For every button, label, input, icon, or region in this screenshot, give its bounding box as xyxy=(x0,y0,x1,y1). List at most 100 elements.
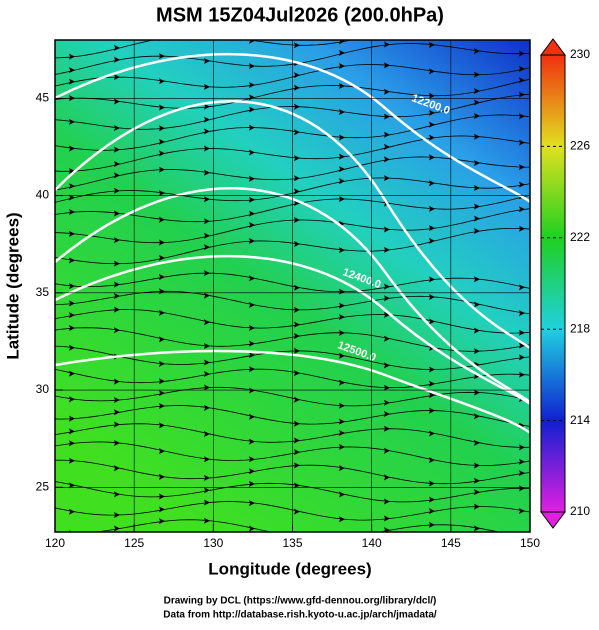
arrowhead xyxy=(204,145,210,152)
arrowhead xyxy=(384,175,390,182)
arrowhead xyxy=(519,77,525,84)
streamline xyxy=(55,368,530,389)
arrowhead xyxy=(384,41,390,48)
arrowhead xyxy=(474,301,480,308)
arrowhead xyxy=(114,187,120,194)
arrowhead xyxy=(519,164,525,171)
y-tick-label: 45 xyxy=(36,91,50,105)
arrowhead xyxy=(294,396,300,403)
arrowhead xyxy=(69,508,75,515)
arrowhead xyxy=(159,53,165,60)
arrowhead xyxy=(339,195,345,202)
arrowhead xyxy=(339,430,345,437)
arrowhead xyxy=(249,63,255,70)
arrowhead xyxy=(429,480,435,487)
arrowhead xyxy=(384,498,390,505)
arrowhead xyxy=(474,477,480,484)
colorbar-tick-label: 210 xyxy=(570,504,590,518)
arrowhead xyxy=(519,354,525,361)
arrowhead xyxy=(294,370,300,377)
arrowhead xyxy=(294,347,300,354)
arrowhead xyxy=(249,456,255,463)
arrowhead xyxy=(339,83,345,90)
arrowhead xyxy=(339,108,345,115)
arrowhead xyxy=(294,84,300,91)
arrowhead xyxy=(384,399,390,406)
arrowhead xyxy=(519,284,525,291)
arrowhead xyxy=(204,116,210,123)
arrowhead xyxy=(384,62,390,69)
arrowhead xyxy=(294,321,300,328)
streamline xyxy=(55,272,530,293)
colorbar-tick-label: 222 xyxy=(570,230,590,244)
arrowhead xyxy=(249,149,255,156)
arrowhead xyxy=(114,409,120,416)
arrowhead xyxy=(204,319,210,326)
arrowhead xyxy=(384,311,390,318)
arrowhead xyxy=(114,161,120,168)
arrowhead xyxy=(294,437,300,444)
arrowhead xyxy=(339,418,345,425)
arrowhead xyxy=(69,283,75,290)
streamline xyxy=(55,177,530,203)
arrowhead xyxy=(114,378,120,385)
arrowhead xyxy=(114,237,120,244)
arrowhead xyxy=(339,178,345,185)
arrowhead xyxy=(474,185,480,192)
arrowhead xyxy=(294,42,300,49)
arrowhead xyxy=(429,318,435,325)
contour-line xyxy=(55,53,530,204)
arrowhead xyxy=(294,216,300,223)
arrowhead xyxy=(519,65,525,72)
arrowhead xyxy=(474,462,480,469)
arrowhead xyxy=(204,292,210,299)
arrowhead xyxy=(204,244,210,251)
y-tick-label: 35 xyxy=(36,285,50,299)
arrowhead xyxy=(429,457,435,464)
colorbar-tick-label: 214 xyxy=(570,413,590,427)
arrowhead xyxy=(249,40,255,44)
arrowhead xyxy=(519,225,525,232)
arrowhead xyxy=(204,499,210,506)
arrowhead xyxy=(159,273,165,280)
arrowhead xyxy=(519,91,525,98)
arrowhead xyxy=(69,145,75,152)
arrowhead xyxy=(384,283,390,290)
arrowhead xyxy=(519,371,525,378)
arrowhead xyxy=(204,431,210,438)
arrowhead xyxy=(204,404,210,411)
streamline xyxy=(55,459,530,485)
arrowhead xyxy=(249,275,255,282)
streamline xyxy=(55,290,530,315)
arrowhead xyxy=(474,87,480,94)
arrowhead xyxy=(519,181,525,188)
arrowhead xyxy=(249,366,255,373)
arrowhead xyxy=(114,210,120,217)
arrowhead xyxy=(519,458,525,465)
colorbar-tick-label: 230 xyxy=(570,47,590,61)
arrowhead xyxy=(384,28,390,34)
arrowhead xyxy=(204,342,210,349)
arrowhead xyxy=(474,215,480,222)
arrowhead xyxy=(159,473,165,480)
arrowhead xyxy=(339,40,345,45)
arrowhead xyxy=(294,306,300,313)
arrowhead xyxy=(384,515,390,522)
arrowhead xyxy=(69,257,75,264)
arrowhead xyxy=(339,63,345,70)
arrowhead xyxy=(429,92,435,99)
arrowhead xyxy=(519,444,525,451)
arrowhead xyxy=(339,534,345,540)
arrowhead xyxy=(429,496,435,503)
arrowhead xyxy=(294,155,300,162)
arrowhead xyxy=(204,196,210,203)
arrowhead xyxy=(339,329,345,336)
arrowhead xyxy=(249,302,255,309)
arrowhead xyxy=(519,470,525,477)
x-tick-label: 150 xyxy=(520,536,540,550)
arrowhead xyxy=(69,167,75,174)
arrowhead xyxy=(69,312,75,319)
arrowhead xyxy=(429,68,435,75)
